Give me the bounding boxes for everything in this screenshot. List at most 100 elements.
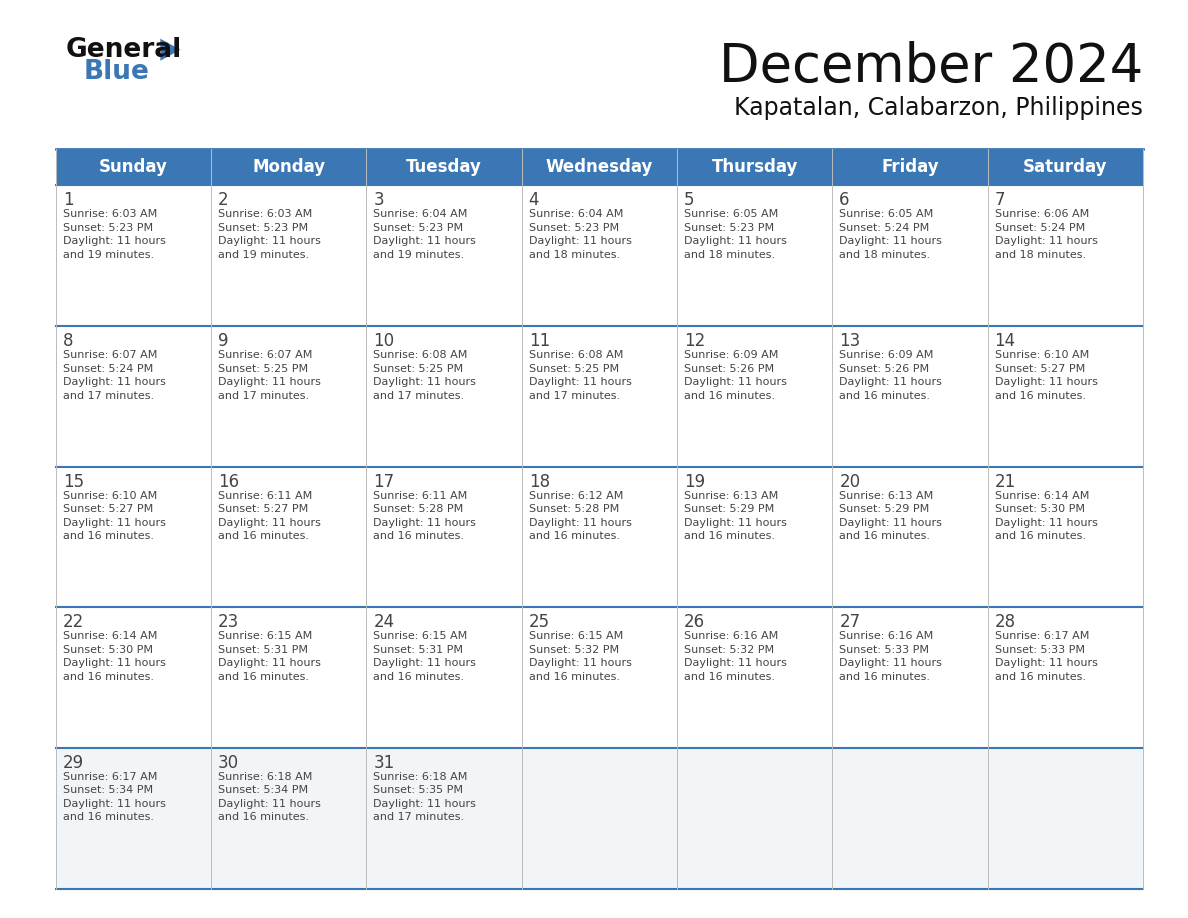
Text: 20: 20 xyxy=(839,473,860,491)
Text: Sunset: 5:23 PM: Sunset: 5:23 PM xyxy=(529,223,619,233)
Text: Sunset: 5:33 PM: Sunset: 5:33 PM xyxy=(994,644,1085,655)
Text: Sunrise: 6:16 AM: Sunrise: 6:16 AM xyxy=(839,632,934,642)
Text: 15: 15 xyxy=(63,473,84,491)
Bar xyxy=(56,748,1143,889)
Text: Daylight: 11 hours: Daylight: 11 hours xyxy=(839,377,942,387)
Text: Sunrise: 6:09 AM: Sunrise: 6:09 AM xyxy=(684,350,778,360)
Text: and 16 minutes.: and 16 minutes. xyxy=(63,672,153,682)
Text: Sunset: 5:26 PM: Sunset: 5:26 PM xyxy=(684,364,775,374)
Text: Sunset: 5:23 PM: Sunset: 5:23 PM xyxy=(373,223,463,233)
Text: Sunday: Sunday xyxy=(99,158,168,176)
Text: Daylight: 11 hours: Daylight: 11 hours xyxy=(994,377,1098,387)
Text: Sunrise: 6:03 AM: Sunrise: 6:03 AM xyxy=(219,209,312,219)
Text: Daylight: 11 hours: Daylight: 11 hours xyxy=(839,658,942,668)
Text: 4: 4 xyxy=(529,192,539,209)
Text: Daylight: 11 hours: Daylight: 11 hours xyxy=(63,799,165,809)
Text: and 16 minutes.: and 16 minutes. xyxy=(373,672,465,682)
Text: Daylight: 11 hours: Daylight: 11 hours xyxy=(529,658,632,668)
Text: Sunset: 5:23 PM: Sunset: 5:23 PM xyxy=(684,223,775,233)
Text: Sunrise: 6:11 AM: Sunrise: 6:11 AM xyxy=(373,491,468,500)
Text: Daylight: 11 hours: Daylight: 11 hours xyxy=(839,518,942,528)
Text: and 16 minutes.: and 16 minutes. xyxy=(529,532,620,542)
Text: Daylight: 11 hours: Daylight: 11 hours xyxy=(63,518,165,528)
Text: Daylight: 11 hours: Daylight: 11 hours xyxy=(529,237,632,246)
Text: Sunrise: 6:18 AM: Sunrise: 6:18 AM xyxy=(219,772,312,782)
Text: 19: 19 xyxy=(684,473,706,491)
Text: 30: 30 xyxy=(219,754,239,772)
Text: Kapatalan, Calabarzon, Philippines: Kapatalan, Calabarzon, Philippines xyxy=(734,96,1143,120)
Text: Sunset: 5:31 PM: Sunset: 5:31 PM xyxy=(219,644,308,655)
Text: 31: 31 xyxy=(373,754,394,772)
Text: and 16 minutes.: and 16 minutes. xyxy=(684,672,775,682)
Text: Sunrise: 6:08 AM: Sunrise: 6:08 AM xyxy=(373,350,468,360)
Text: Sunset: 5:25 PM: Sunset: 5:25 PM xyxy=(219,364,308,374)
Text: Sunset: 5:25 PM: Sunset: 5:25 PM xyxy=(529,364,619,374)
Text: and 16 minutes.: and 16 minutes. xyxy=(839,390,930,400)
Text: and 18 minutes.: and 18 minutes. xyxy=(684,250,775,260)
Text: and 16 minutes.: and 16 minutes. xyxy=(684,390,775,400)
Text: 6: 6 xyxy=(839,192,849,209)
Text: Friday: Friday xyxy=(881,158,939,176)
Text: and 16 minutes.: and 16 minutes. xyxy=(839,532,930,542)
Text: Daylight: 11 hours: Daylight: 11 hours xyxy=(219,518,321,528)
Text: Daylight: 11 hours: Daylight: 11 hours xyxy=(373,658,476,668)
Text: 23: 23 xyxy=(219,613,239,632)
Text: Sunrise: 6:13 AM: Sunrise: 6:13 AM xyxy=(839,491,934,500)
Text: Sunset: 5:24 PM: Sunset: 5:24 PM xyxy=(994,223,1085,233)
Text: and 16 minutes.: and 16 minutes. xyxy=(994,672,1086,682)
Text: Daylight: 11 hours: Daylight: 11 hours xyxy=(839,237,942,246)
Text: Sunrise: 6:10 AM: Sunrise: 6:10 AM xyxy=(994,350,1089,360)
Text: Sunset: 5:30 PM: Sunset: 5:30 PM xyxy=(63,644,153,655)
Text: Sunset: 5:28 PM: Sunset: 5:28 PM xyxy=(373,504,463,514)
Text: and 16 minutes.: and 16 minutes. xyxy=(994,532,1086,542)
Text: and 16 minutes.: and 16 minutes. xyxy=(63,812,153,823)
Text: Daylight: 11 hours: Daylight: 11 hours xyxy=(994,237,1098,246)
Text: 12: 12 xyxy=(684,332,706,350)
Text: Sunrise: 6:04 AM: Sunrise: 6:04 AM xyxy=(373,209,468,219)
Text: Sunset: 5:31 PM: Sunset: 5:31 PM xyxy=(373,644,463,655)
Text: Daylight: 11 hours: Daylight: 11 hours xyxy=(684,518,786,528)
Text: Sunrise: 6:16 AM: Sunrise: 6:16 AM xyxy=(684,632,778,642)
Text: Sunrise: 6:11 AM: Sunrise: 6:11 AM xyxy=(219,491,312,500)
Text: Sunset: 5:23 PM: Sunset: 5:23 PM xyxy=(219,223,308,233)
Bar xyxy=(56,466,1143,608)
Text: Sunrise: 6:07 AM: Sunrise: 6:07 AM xyxy=(219,350,312,360)
Text: Sunrise: 6:17 AM: Sunrise: 6:17 AM xyxy=(994,632,1089,642)
Text: 24: 24 xyxy=(373,613,394,632)
Text: Sunrise: 6:17 AM: Sunrise: 6:17 AM xyxy=(63,772,157,782)
Text: 8: 8 xyxy=(63,332,74,350)
Text: Sunset: 5:27 PM: Sunset: 5:27 PM xyxy=(63,504,153,514)
Text: and 18 minutes.: and 18 minutes. xyxy=(529,250,620,260)
Text: Sunrise: 6:03 AM: Sunrise: 6:03 AM xyxy=(63,209,157,219)
Text: Sunset: 5:25 PM: Sunset: 5:25 PM xyxy=(373,364,463,374)
Text: and 16 minutes.: and 16 minutes. xyxy=(684,532,775,542)
Text: Sunset: 5:33 PM: Sunset: 5:33 PM xyxy=(839,644,929,655)
Text: and 16 minutes.: and 16 minutes. xyxy=(219,812,309,823)
Text: Daylight: 11 hours: Daylight: 11 hours xyxy=(684,377,786,387)
Text: 16: 16 xyxy=(219,473,239,491)
Text: Saturday: Saturday xyxy=(1023,158,1107,176)
Text: Sunrise: 6:18 AM: Sunrise: 6:18 AM xyxy=(373,772,468,782)
Text: Sunset: 5:35 PM: Sunset: 5:35 PM xyxy=(373,786,463,796)
Text: 29: 29 xyxy=(63,754,84,772)
Text: Daylight: 11 hours: Daylight: 11 hours xyxy=(373,237,476,246)
Text: Sunset: 5:30 PM: Sunset: 5:30 PM xyxy=(994,504,1085,514)
Text: Sunset: 5:29 PM: Sunset: 5:29 PM xyxy=(684,504,775,514)
Text: 2: 2 xyxy=(219,192,229,209)
Bar xyxy=(56,185,1143,326)
Text: 26: 26 xyxy=(684,613,706,632)
Text: Sunset: 5:27 PM: Sunset: 5:27 PM xyxy=(219,504,309,514)
Text: Daylight: 11 hours: Daylight: 11 hours xyxy=(994,518,1098,528)
Text: General: General xyxy=(65,37,182,62)
Text: 9: 9 xyxy=(219,332,228,350)
Text: Daylight: 11 hours: Daylight: 11 hours xyxy=(63,237,165,246)
Text: December 2024: December 2024 xyxy=(719,41,1143,94)
Bar xyxy=(56,149,1143,185)
Text: Daylight: 11 hours: Daylight: 11 hours xyxy=(994,658,1098,668)
Text: 25: 25 xyxy=(529,613,550,632)
Text: and 19 minutes.: and 19 minutes. xyxy=(63,250,154,260)
Text: Daylight: 11 hours: Daylight: 11 hours xyxy=(219,658,321,668)
Text: Daylight: 11 hours: Daylight: 11 hours xyxy=(684,237,786,246)
Text: 11: 11 xyxy=(529,332,550,350)
Text: Daylight: 11 hours: Daylight: 11 hours xyxy=(63,658,165,668)
